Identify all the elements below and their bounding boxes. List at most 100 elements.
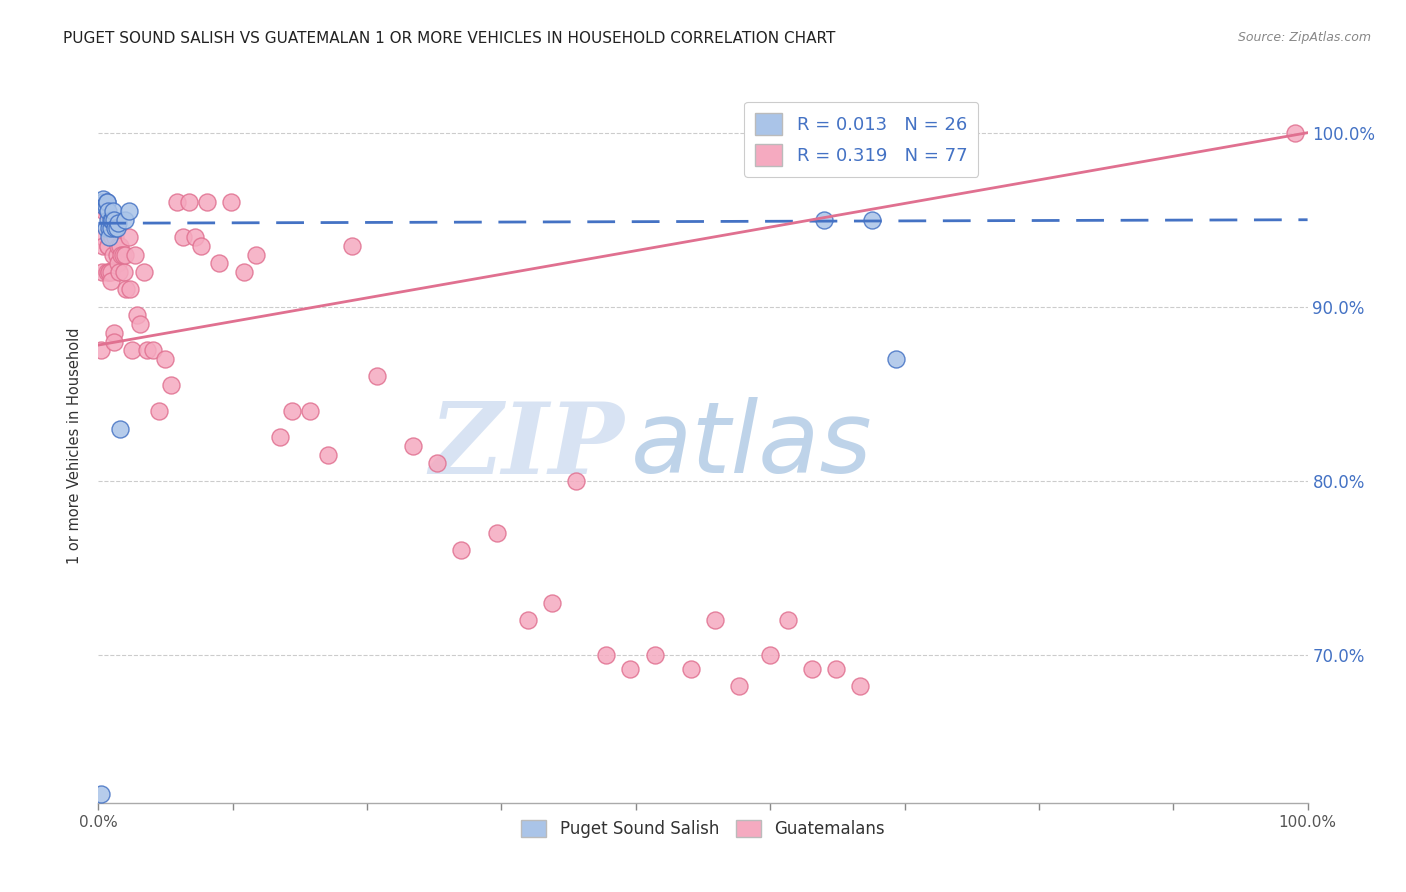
Point (100, 212, 122, 227)
Point (134, 265, 156, 279)
Point (98, 230, 121, 244)
Point (860, 212, 883, 227)
Point (93, 204, 115, 219)
Point (565, 474, 588, 488)
Point (124, 247, 146, 261)
Point (90, 343, 112, 358)
Point (179, 195, 201, 210)
Point (118, 204, 141, 219)
Point (849, 679, 872, 693)
Point (97, 239, 120, 253)
Point (886, 351, 908, 366)
Point (107, 239, 129, 253)
Point (100, 265, 122, 279)
Point (281, 404, 304, 418)
Point (100, 221, 122, 235)
Point (595, 648, 617, 662)
Point (91, 265, 114, 279)
Text: atlas: atlas (630, 398, 872, 494)
Point (104, 221, 127, 235)
Point (104, 230, 127, 244)
Point (148, 404, 170, 418)
Point (172, 230, 194, 244)
Point (97, 204, 120, 219)
Point (342, 239, 364, 253)
Point (108, 239, 131, 253)
Point (91, 192, 114, 206)
Point (426, 457, 449, 471)
Point (105, 221, 128, 235)
Point (94, 199, 117, 213)
Point (103, 212, 125, 227)
Point (100, 230, 122, 244)
Point (195, 195, 218, 210)
Point (758, 648, 780, 662)
Point (96, 195, 118, 210)
Point (112, 265, 135, 279)
Point (128, 317, 150, 331)
Point (110, 247, 132, 261)
Text: PUGET SOUND SALISH VS GUATEMALAN 1 OR MORE VEHICLES IN HOUSEHOLD CORRELATION CHA: PUGET SOUND SALISH VS GUATEMALAN 1 OR MO… (63, 31, 835, 46)
Point (166, 195, 188, 210)
Point (540, 596, 562, 610)
Point (105, 247, 128, 261)
Point (127, 309, 149, 323)
Point (269, 430, 291, 444)
Point (800, 662, 823, 676)
Point (91, 230, 114, 244)
Point (208, 256, 231, 270)
Point (118, 282, 141, 296)
Point (96, 204, 118, 219)
Point (516, 613, 538, 627)
Legend: Puget Sound Salish, Guatemalans: Puget Sound Salish, Guatemalans (515, 813, 891, 845)
Y-axis label: 1 or more Vehicles in Household: 1 or more Vehicles in Household (67, 327, 83, 565)
Point (100, 212, 122, 227)
Text: Source: ZipAtlas.com: Source: ZipAtlas.com (1237, 31, 1371, 45)
Point (316, 448, 339, 462)
Point (644, 648, 666, 662)
Point (98, 265, 121, 279)
Point (704, 613, 727, 627)
Point (1284, 126, 1306, 140)
Point (245, 247, 267, 261)
Point (135, 343, 157, 358)
Point (103, 334, 125, 349)
Point (221, 195, 243, 210)
Point (94, 221, 117, 235)
Point (299, 404, 322, 418)
Point (114, 247, 136, 261)
Point (728, 679, 751, 693)
Point (619, 662, 641, 676)
Point (97, 239, 120, 253)
Point (118, 230, 141, 244)
Point (100, 274, 122, 288)
Point (107, 256, 129, 270)
Point (98, 265, 121, 279)
Point (96, 265, 118, 279)
Point (184, 230, 207, 244)
Point (232, 265, 254, 279)
Point (111, 247, 134, 261)
Point (98, 221, 121, 235)
Point (825, 662, 848, 676)
Point (91, 195, 114, 210)
Point (93, 199, 115, 213)
Point (108, 265, 131, 279)
Point (101, 247, 124, 261)
Point (96, 195, 118, 210)
Point (114, 212, 136, 227)
Point (97, 212, 120, 227)
Text: ZIP: ZIP (429, 398, 624, 494)
Point (153, 351, 176, 366)
Point (679, 662, 702, 676)
Point (94, 195, 117, 210)
Point (121, 343, 143, 358)
Point (101, 204, 124, 219)
Point (115, 282, 138, 296)
Point (776, 613, 799, 627)
Point (813, 212, 835, 227)
Point (160, 378, 183, 392)
Point (91, 239, 114, 253)
Point (450, 543, 472, 558)
Point (486, 526, 509, 541)
